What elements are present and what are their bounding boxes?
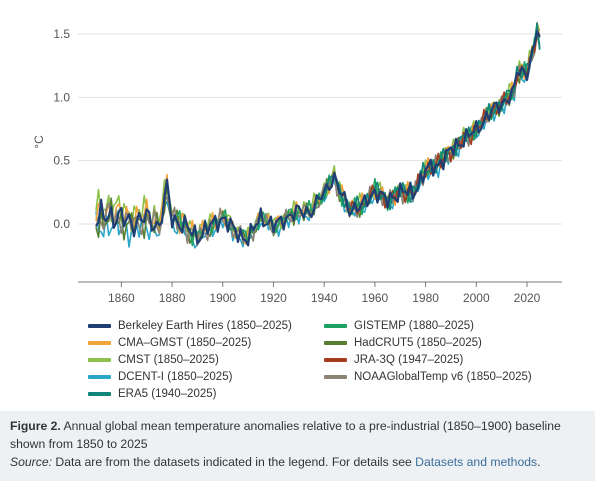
legend-item: NOAAGlobalTemp v6 (1850–2025) (324, 368, 558, 385)
figure-caption: Figure 2. Annual global mean temperature… (0, 411, 595, 481)
legend-item: CMST (1850–2025) (88, 351, 324, 368)
legend-item: GISTEMP (1880–2025) (324, 317, 558, 334)
x-tick-label: 1880 (159, 291, 186, 305)
legend-swatch (88, 374, 111, 379)
legend-label: DCENT-I (1850–2025) (118, 370, 233, 383)
x-tick-label: 1980 (412, 291, 439, 305)
legend-label: Berkeley Earth Hires (1850–2025) (118, 319, 292, 332)
legend-item: HadCRUT5 (1850–2025) (324, 334, 558, 351)
legend-label: ERA5 (1940–2025) (118, 387, 217, 400)
legend-swatch (324, 374, 347, 379)
legend-item: JRA-3Q (1947–2025) (324, 351, 558, 368)
chart-legend: Berkeley Earth Hires (1850–2025) GISTEMP … (88, 317, 558, 402)
legend-item: DCENT-I (1850–2025) (88, 368, 324, 385)
x-tick-label: 1920 (260, 291, 287, 305)
x-tick-label: 2000 (463, 291, 490, 305)
y-tick-label: 1.5 (53, 27, 70, 41)
datasets-methods-link[interactable]: Datasets and methods (415, 455, 538, 469)
legend-item: CMA–GMST (1850–2025) (88, 334, 324, 351)
y-tick-label: 0.5 (53, 154, 70, 168)
legend-swatch (324, 340, 347, 345)
legend-label: HadCRUT5 (1850–2025) (354, 336, 482, 349)
legend-item: ERA5 (1940–2025) (88, 385, 324, 402)
legend-spacer (324, 385, 558, 402)
source-text: Data are from the datasets indicated in … (52, 455, 416, 469)
y-axis-title: °C (32, 135, 46, 149)
legend-label: CMST (1850–2025) (118, 353, 219, 366)
y-tick-label: 0.0 (53, 217, 70, 231)
legend-swatch (88, 357, 111, 362)
source-label: Source: (10, 455, 53, 469)
x-tick-label: 2020 (514, 291, 541, 305)
x-tick-label: 1960 (362, 291, 389, 305)
x-tick-label: 1940 (311, 291, 338, 305)
legend-label: GISTEMP (1880–2025) (354, 319, 474, 332)
series-group (95, 21, 541, 249)
y-tick-label: 1.0 (53, 90, 70, 104)
legend-swatch (324, 357, 347, 362)
legend-item: Berkeley Earth Hires (1850–2025) (88, 317, 324, 334)
series-line (95, 30, 541, 247)
caption-body: Annual global mean temperature anomalies… (10, 419, 561, 451)
legend-swatch (88, 391, 111, 396)
line-chart: 0.0 0.5 1.0 1.5 °C 1860 1880 1900 1920 1940 1960 19… (32, 21, 562, 305)
x-tick-label: 1900 (209, 291, 236, 305)
legend-swatch (88, 340, 111, 345)
legend-swatch (88, 323, 111, 328)
source-end: . (537, 455, 541, 469)
legend-swatch (324, 323, 347, 328)
legend-label: CMA–GMST (1850–2025) (118, 336, 252, 349)
caption-text: Figure 2. Annual global mean temperature… (10, 417, 585, 453)
x-tick-label: 1860 (108, 291, 135, 305)
series-line (341, 33, 541, 214)
legend-label: NOAAGlobalTemp v6 (1850–2025) (354, 370, 532, 383)
legend-label: JRA-3Q (1947–2025) (354, 353, 464, 366)
series-line (323, 22, 541, 211)
figure-label: Figure 2. (10, 419, 61, 433)
caption-source: Source: Data are from the datasets indic… (10, 453, 585, 471)
